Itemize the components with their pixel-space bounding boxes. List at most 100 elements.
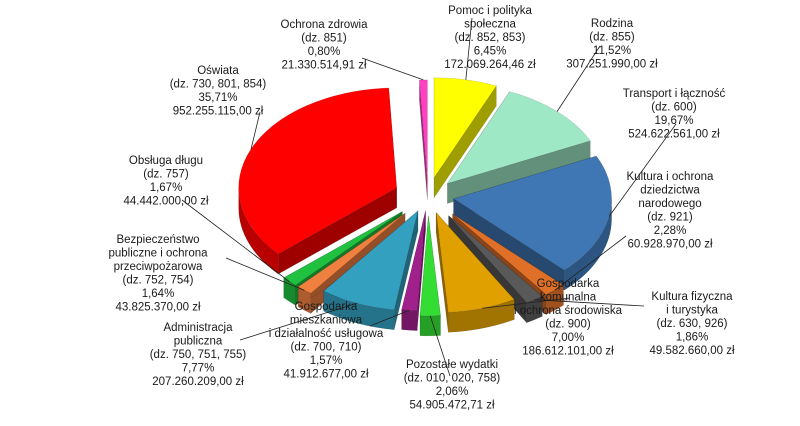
slice-label-5-line-3: (dz. 900) [545,319,591,331]
slice-label-8-line-0: Administracja [163,322,233,334]
slice-top-9 [297,212,406,294]
slice-label-7: Gospodarka mieszkaniowa i działalność usłu… [269,301,384,381]
slice-label-11-line-3: 952.255.115,00 zł [173,106,264,118]
pie-slice-8 [323,210,419,331]
slice-label-5-line-5: 186.612.101,00 zł [522,346,614,358]
pie-slice-5 [435,211,515,333]
slice-wall-5-1 [435,212,449,333]
slice-label-9-line-5: 43.825.370,00 zł [115,302,200,314]
pie-slice-0 [433,77,497,199]
slice-label-0: Pomoc i polityka społeczna (dz. 852, 853) 6… [444,5,536,71]
pie-slices [238,77,612,337]
slice-label-4-line-2: (dz. 630, 926) [657,318,728,330]
slice-label-10-line-3: 44.442.000,00 zł [123,196,208,208]
slice-label-9-line-3: (dz. 752, 754) [123,275,194,287]
slice-label-4-line-3: 1,86% [676,332,709,344]
leader-line-9 [225,257,305,291]
slice-top-1 [446,91,591,185]
slice-label-1-line-3: 307.251.990,00 zł [566,59,658,71]
slice-label-8-line-1: publiczna [174,336,223,348]
slice-label-1: Rodzina (dz. 855) 11,52% 307.251.990,00 zł [566,18,658,71]
slice-label-2-line-1: (dz. 600) [651,102,697,114]
slice-label-7-line-1: mieszkaniowa [290,315,363,327]
slice-label-3-line-2: narodowego [638,198,701,210]
slice-label-8: Administracja publiczna (dz. 750, 751, 755… [150,322,247,388]
pie-slice-11 [238,87,397,275]
slice-label-11-line-0: Oświata [197,65,239,77]
pie-slice-7 [401,210,426,331]
slice-label-3-line-5: 60.928.970,00 zł [627,239,712,251]
slice-label-2: Transport i łączność (dz. 600) 19,67% 524.6… [623,88,726,141]
slice-label-12-line-0: Ochrona zdrowia [281,19,369,31]
slice-label-8-line-2: (dz. 750, 751, 755) [150,349,247,361]
slice-label-5: Gospodarka komunalna i ochrona środowiska (… [514,278,623,358]
slice-label-5-line-4: 7,00% [552,332,585,344]
slice-label-2-line-0: Transport i łączność [623,88,726,100]
slice-label-7-line-2: i działalność usługowa [269,328,384,340]
slice-label-6-line-3: 54.905.472,71 zł [409,400,494,412]
slice-label-4: Kultura fizyczna i turystyka (dz. 630, 926… [649,291,734,357]
leader-lines [181,17,677,377]
slice-label-7-line-0: Gospodarka [295,301,358,313]
slice-label-7-line-4: 1,57% [310,355,343,367]
slice-top-0 [433,77,497,179]
slice-label-3-line-0: Kultura i ochrona [627,171,715,183]
slice-label-1-line-1: (dz. 855) [589,32,635,44]
pie-slice-2 [452,155,612,291]
slice-label-10-line-1: (dz. 757) [143,169,189,181]
leader-line-5 [482,297,571,309]
leader-line-12 [361,57,424,81]
leader-line-11 [250,111,261,150]
slice-label-5-line-2: i ochrona środowiska [514,305,623,317]
slice-label-6-line-1: (dz. 010, 020, 758) [404,373,501,385]
slice-label-0-line-4: 172.069.264,46 zł [444,59,536,71]
slice-label-10-line-2: 1,67% [150,182,183,194]
slice-side-6-0 [419,315,441,337]
slice-label-6-line-0: Pozostałe wydatki [406,359,498,371]
slice-label-5-line-0: Gospodarka [537,278,600,290]
pie-slice-1 [446,90,591,205]
slice-labels: Pomoc i polityka społeczna (dz. 852, 853) 6… [108,5,735,412]
slice-top-8 [323,210,419,311]
slice-label-2-line-3: 524.622.561,00 zł [628,129,720,141]
leader-line-0 [465,17,473,80]
slice-label-5-line-1: komunalna [540,292,597,304]
slice-label-1-line-2: 11,52% [593,45,631,57]
slice-top-3 [452,213,564,295]
slice-label-10-line-0: Obsługa długu [129,155,203,167]
slice-label-3: Kultura i ochrona dziedzictwa narodowego (d… [627,171,715,251]
slice-label-9-line-1: publiczne i ochrona [108,248,208,260]
slice-label-0-line-0: Pomoc i polityka [448,5,532,17]
slice-label-4-line-4: 49.582.660,00 zł [649,345,734,357]
slice-top-12 [419,79,428,180]
slice-label-0-line-2: (dz. 852, 853) [455,32,526,44]
slice-label-9-line-2: przeciwpożarowa [114,261,203,273]
leader-line-8 [239,302,358,341]
slice-top-6 [419,215,441,317]
leader-line-10 [181,199,290,282]
slice-label-12-line-2: 0,80% [308,46,341,58]
slice-label-3-line-3: (dz. 921) [647,212,693,224]
slice-label-0-line-1: społeczna [464,19,516,31]
slice-top-5 [435,211,515,313]
slice-label-11-line-1: (dz. 730, 801, 854) [170,79,267,91]
leader-line-2 [608,123,677,217]
slice-label-4-line-0: Kultura fizyczna [651,291,733,303]
leader-line-6 [429,315,451,377]
slice-label-10: Obsługa długu (dz. 757) 1,67% 44.442.000,00… [123,155,208,208]
leader-line-1 [556,45,601,112]
slice-label-12-line-1: (dz. 851) [301,33,347,45]
slice-label-0-line-3: 6,45% [474,46,507,58]
slice-label-9-line-4: 1,64% [142,288,175,300]
slice-label-4-line-1: i turystyka [666,305,718,317]
slice-top-2 [452,155,612,271]
leader-line-3 [554,235,627,291]
slice-label-2-line-2: 19,67% [654,115,693,127]
slice-label-9-line-0: Bezpieczeństwo [116,234,199,246]
slice-label-11-line-2: 35,71% [198,92,237,104]
leader-line-4 [534,299,645,307]
slice-label-8-line-4: 207.260.209,00 zł [152,376,244,388]
slice-label-9: Bezpieczeństwo publiczne i ochrona przeciw… [108,234,208,314]
slice-label-6: Pozostałe wydatki (dz. 010, 020, 758) 2,06… [404,359,501,412]
